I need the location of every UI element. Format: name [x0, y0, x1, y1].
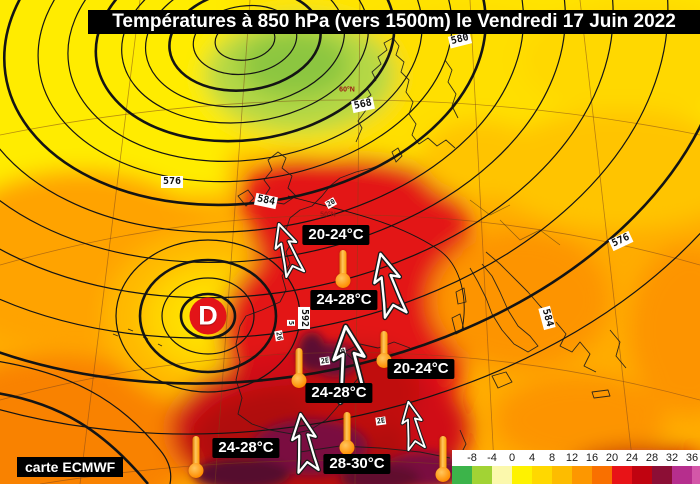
- legend-tick: 4: [528, 452, 536, 464]
- thermometer-icon: [339, 412, 355, 455]
- legend-colorbar: [452, 466, 700, 484]
- thermometer-bulb: [188, 463, 204, 478]
- thermometer-bulb: [339, 440, 355, 455]
- temp-range-label: 28-30°C: [323, 454, 391, 474]
- thermometer-bulb: [291, 373, 307, 388]
- legend-color-cell: [612, 466, 632, 484]
- wind-arrow-icon: [371, 251, 410, 321]
- grid-contour-mini-label: 26: [274, 330, 284, 342]
- legend-color-cell: [492, 466, 512, 484]
- grid-contour-mini-label: 2E: [375, 416, 387, 426]
- thermometer-stem: [343, 412, 351, 443]
- graticule-label: 50°N: [320, 211, 336, 219]
- legend-tick: 8: [548, 452, 556, 464]
- source-credit: carte ECMWF: [17, 457, 124, 477]
- wind-arrow-icon: [289, 411, 321, 476]
- legend-tick: 12: [565, 452, 579, 464]
- thermometer-stem: [439, 436, 447, 470]
- thermometer-icon: [435, 436, 451, 482]
- thermometer-bulb: [335, 273, 351, 288]
- graticule-label: 60°N: [339, 86, 355, 94]
- temp-range-label: 24-28°C: [212, 438, 280, 458]
- legend-color-cell: [572, 466, 592, 484]
- contour-label: 576: [160, 176, 184, 188]
- grid-contour-mini-label: 5: [287, 319, 295, 327]
- temp-range-label: 24-28°C: [310, 290, 378, 310]
- low-pressure-symbol: D: [189, 297, 227, 335]
- thermometer-stem: [380, 331, 388, 356]
- legend-tick: 16: [585, 452, 599, 464]
- legend-tick: 36: [685, 452, 699, 464]
- legend-tick: -8: [467, 452, 477, 464]
- legend-tick: -4: [487, 452, 497, 464]
- legend-color-cell: [652, 466, 672, 484]
- temp-range-label: 24-28°C: [305, 383, 373, 403]
- thermometer-stem: [192, 436, 200, 466]
- legend-color-cell: [692, 466, 700, 484]
- legend-tick: 32: [665, 452, 679, 464]
- temp-range-label: 20-24°C: [387, 359, 455, 379]
- legend-color-cell: [532, 466, 552, 484]
- source-credit-text: carte ECMWF: [25, 459, 116, 475]
- map-title-text: Températures à 850 hPa (vers 1500m) le V…: [112, 11, 676, 32]
- thermometer-stem: [295, 348, 303, 376]
- thermometer-icon: [291, 348, 307, 388]
- legend-tick: 24: [625, 452, 639, 464]
- thermometer-bulb: [435, 467, 451, 482]
- legend-tick: 0: [508, 452, 516, 464]
- contour-label: 592: [298, 306, 310, 330]
- low-pressure-letter: D: [198, 300, 218, 331]
- legend-scale: -8 -4 0 4 8 12 16 20 24 28 32 36: [452, 450, 700, 466]
- legend-tick: 20: [605, 452, 619, 464]
- thermometer-stem: [339, 250, 347, 276]
- legend-color-cell: [592, 466, 612, 484]
- legend-color-cell: [512, 466, 532, 484]
- thermometer-icon: [188, 436, 204, 478]
- legend-color-cell: [552, 466, 572, 484]
- wind-arrow-icon: [400, 399, 427, 453]
- legend-color-cell: [672, 466, 692, 484]
- legend-color-cell: [472, 466, 492, 484]
- thermometer-icon: [335, 250, 351, 288]
- legend-color-cell: [452, 466, 472, 484]
- temp-range-label: 20-24°C: [302, 225, 370, 245]
- legend-tick: 28: [645, 452, 659, 464]
- map-title: Températures à 850 hPa (vers 1500m) le V…: [88, 10, 700, 34]
- wind-arrow-icon: [273, 221, 307, 280]
- legend-color-cell: [632, 466, 652, 484]
